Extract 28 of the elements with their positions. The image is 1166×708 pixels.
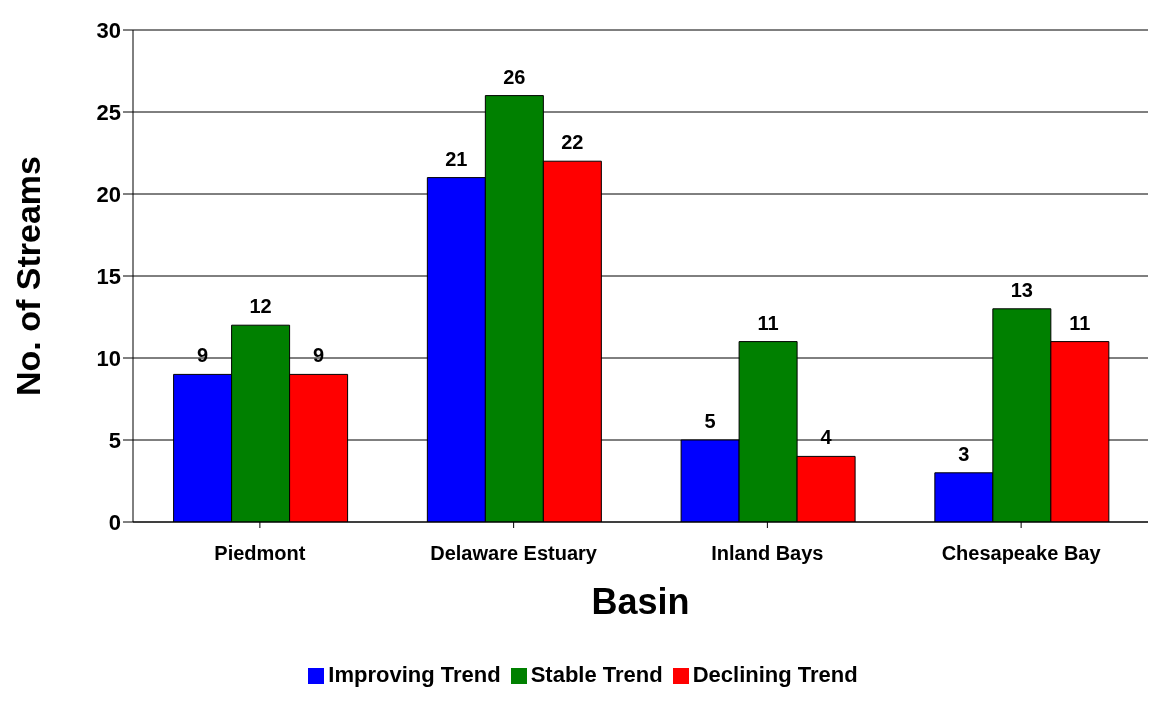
legend-label: Improving Trend: [328, 662, 501, 687]
y-axis-title: No. of Streams: [9, 156, 48, 396]
x-tick-label: Piedmont: [214, 542, 306, 565]
x-tick-label: Inland Bays: [711, 542, 824, 565]
data-label: 3: [958, 442, 970, 465]
data-label: 26: [503, 65, 526, 88]
x-tick-label: Delaware Estuary: [430, 542, 598, 565]
data-label: 4: [820, 426, 833, 449]
y-tick-label: 15: [96, 263, 121, 289]
data-label: 21: [445, 147, 468, 170]
x-tick-label: Chesapeake Bay: [941, 542, 1102, 565]
data-label: 11: [757, 311, 779, 334]
data-label: 12: [249, 295, 272, 318]
legend-label: Stable Trend: [530, 662, 663, 687]
y-tick-label: 10: [96, 345, 121, 371]
y-tick-label: 0: [108, 509, 121, 535]
data-label: 5: [704, 410, 716, 432]
y-tick-label: 30: [96, 17, 121, 43]
data-label: 22: [561, 131, 584, 154]
data-label: 13: [1010, 278, 1033, 301]
data-label: 9: [197, 344, 209, 367]
y-tick-label: 5: [108, 427, 121, 453]
y-tick-label: 20: [96, 181, 121, 207]
x-axis-title: Basin: [591, 581, 690, 622]
legend-label: Declining Trend: [692, 662, 858, 687]
data-label: 9: [313, 344, 325, 367]
y-tick-label: 25: [96, 99, 121, 125]
data-label: 11: [1069, 311, 1091, 334]
